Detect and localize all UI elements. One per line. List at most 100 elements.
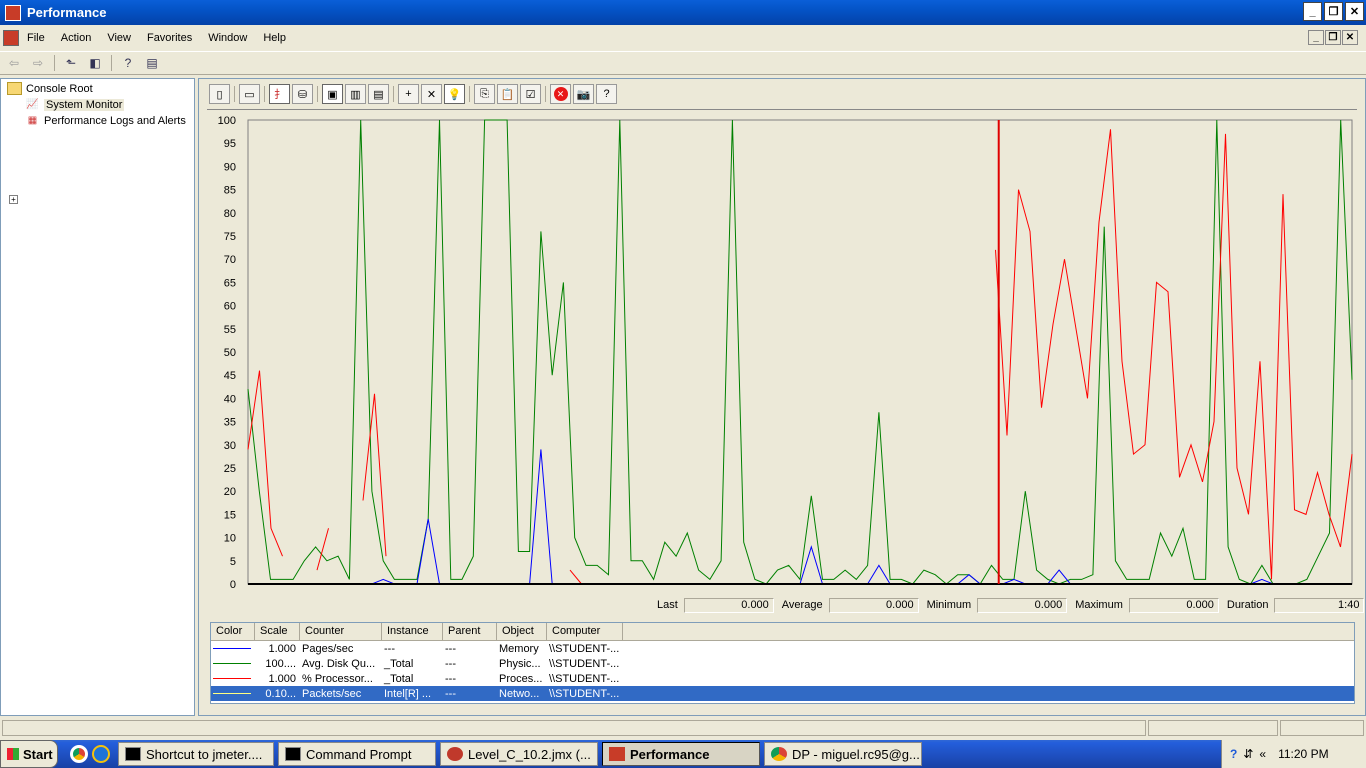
task-chrome[interactable]: DP - miguel.rc95@g... [764,742,922,766]
update-data-icon[interactable]: 📷 [573,84,594,104]
legend-cell-computer: \\STUDENT-... [549,687,620,700]
column-header-object[interactable]: Object [497,623,547,640]
add-counter-icon[interactable]: + [398,84,419,104]
close-button[interactable]: ✕ [1345,2,1364,21]
legend-cell-counter: Pages/sec [302,642,354,655]
task-jmeter-shortcut[interactable]: Shortcut to jmeter.... [118,742,274,766]
mdi-minimize-button[interactable]: _ [1308,30,1324,45]
internet-explorer-icon[interactable] [92,745,110,763]
minimize-button[interactable]: _ [1303,2,1322,21]
duration-label: Duration [1226,599,1269,611]
mdi-system-icon[interactable] [3,30,19,46]
y-tick-label: 15 [224,509,236,521]
performance-app-icon[interactable] [5,4,21,21]
up-folder-icon[interactable]: ⬑ [65,56,77,70]
restore-button[interactable]: ❐ [1324,2,1343,21]
start-button[interactable]: Start [0,740,58,768]
toolbar-separator [111,55,112,71]
delete-counter-icon[interactable]: ✕ [421,84,442,104]
show-hide-tree-icon[interactable]: ◧ [89,56,101,70]
y-tick-label: 35 [224,417,236,429]
view-histogram-icon[interactable]: ▥ [345,84,366,104]
menu-window[interactable]: Window [208,32,248,44]
toolbar-separator [393,86,394,102]
legend-cell-instance: Intel[R] ... [384,687,432,700]
column-header-instance[interactable]: Instance [382,623,443,640]
maximum-label: Maximum [1075,599,1123,611]
legend-cell-counter: Avg. Disk Qu... [302,657,376,670]
window-title: Performance [27,5,107,20]
view-graph-icon[interactable]: ▣ [322,84,343,104]
menu-action[interactable]: Action [60,32,92,44]
mdi-restore-button[interactable]: ❐ [1325,30,1341,45]
tree-node-console-root[interactable]: Console Root [7,81,93,96]
legend-header: Color Scale Counter Instance Parent Obje… [211,623,1354,641]
y-tick-label: 45 [224,370,236,382]
menu-help[interactable]: Help [263,32,286,44]
average-label: Average [781,599,823,611]
paste-counter-list-icon[interactable]: 📋 [497,84,518,104]
tree-node-system-monitor[interactable]: 📈 System Monitor [25,97,125,112]
properties-icon[interactable]: ☑ [520,84,541,104]
status-bar [0,718,1366,738]
clock[interactable]: 11:20 PM [1278,747,1329,761]
legend-cell-parent: --- [445,687,456,700]
y-tick-label: 85 [224,185,236,197]
legend-row[interactable]: 0.10... Packets/sec Intel[R] ... --- Netwo..… [211,686,1354,701]
toolbar-separator [54,55,55,71]
y-tick-label: 70 [224,254,236,266]
legend-cell-object: Netwo... [499,687,540,700]
legend-cell-scale: 1.000 [268,672,296,685]
view-current-activity-icon[interactable]: ⺘ [269,84,290,104]
column-header-counter[interactable]: Counter [300,623,382,640]
legend-row[interactable]: 100.... Avg. Disk Qu... _Total --- Physic...… [211,656,1354,671]
clear-display-icon[interactable]: ▭ [239,84,260,104]
help-icon[interactable]: ? [124,56,132,70]
console-tree-icon[interactable]: ▤ [146,56,158,70]
new-counter-set-icon[interactable]: ▯ [209,84,230,104]
tree-node-perf-logs[interactable]: ▦ Performance Logs and Alerts [25,113,186,128]
system-monitor-toolbar: ▯ ▭ ⺘ ⛁ ▣ ▥ ▤ + ✕ 💡 ⎘ 📋 ☑ ✕ 📷 ? [209,83,617,105]
toolbar-separator [234,86,235,102]
y-tick-label: 75 [224,231,236,243]
minimum-value: 0.000 [977,597,1068,613]
legend-row[interactable]: 1.000 % Processor... _Total --- Proces... \\S… [211,671,1354,686]
show-hidden-icons-chevron-icon[interactable]: « [1259,747,1267,761]
column-header-color[interactable]: Color [211,623,255,640]
task-performance[interactable]: Performance [602,742,760,766]
y-tick-label: 40 [224,393,236,405]
toolbar-separator [469,86,470,102]
legend-cell-scale: 0.10... [265,687,296,700]
freeze-display-icon[interactable]: ✕ [550,84,571,104]
y-tick-label: 95 [224,138,236,150]
help-icon[interactable]: ? [1230,747,1238,761]
legend-cell-computer: \\STUDENT-... [549,642,620,655]
menu-file[interactable]: File [27,32,45,44]
chrome-icon[interactable] [70,745,88,763]
column-header-computer[interactable]: Computer [547,623,623,640]
task-jmx-file[interactable]: Level_C_10.2.jmx (... [440,742,598,766]
menu-view[interactable]: View [107,32,131,44]
column-header-scale[interactable]: Scale [255,623,300,640]
y-tick-label: 60 [224,301,236,313]
task-command-prompt[interactable]: Command Prompt [278,742,436,766]
column-header-parent[interactable]: Parent [443,623,497,640]
color-line [213,693,251,695]
back-arrow-icon[interactable]: ⇦ [8,56,20,70]
legend-cell-object: Memory [499,642,539,655]
view-report-icon[interactable]: ▤ [368,84,389,104]
mdi-close-button[interactable]: ✕ [1342,30,1358,45]
copy-properties-icon[interactable]: ⎘ [474,84,495,104]
forward-arrow-icon[interactable]: ⇨ [32,56,44,70]
network-icon[interactable]: ⇵ [1243,747,1254,761]
expand-toggle-icon[interactable]: + [9,195,18,204]
help-icon[interactable]: ? [596,84,617,104]
color-line [213,678,251,680]
view-log-data-icon[interactable]: ⛁ [292,84,313,104]
legend-cell-instance: _Total [384,657,414,670]
highlight-icon[interactable]: 💡 [444,84,465,104]
series-line-1 [247,129,1353,585]
title-bar: Performance _ ❐ ✕ [0,0,1366,25]
menu-favorites[interactable]: Favorites [146,32,193,44]
legend-row[interactable]: 1.000 Pages/sec --- --- Memory \\STUDENT-... [211,641,1354,656]
